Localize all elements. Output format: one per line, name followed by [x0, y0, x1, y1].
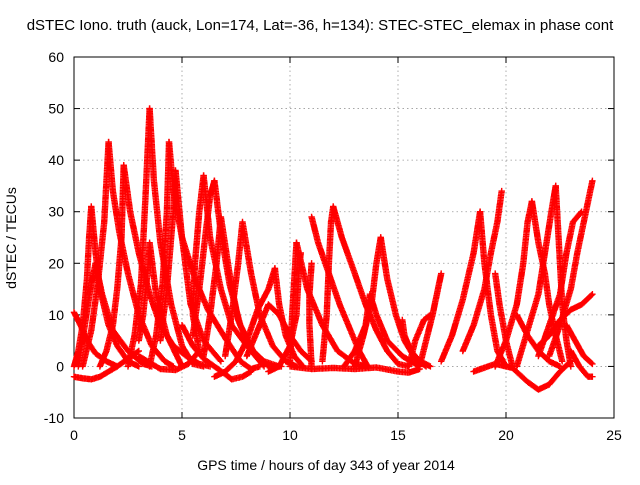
series-6: [79, 138, 112, 370]
series-46: [492, 198, 536, 370]
series-marker-path: [535, 291, 596, 349]
series-32: [319, 203, 337, 365]
series-19: [189, 177, 218, 339]
series-marker-path: [319, 203, 337, 365]
y-tick-label: -10: [44, 410, 64, 426]
series-marker-path: [286, 363, 423, 376]
series-marker-path: [567, 347, 596, 380]
x-tick-label: 5: [178, 427, 186, 443]
series-marker-path: [513, 182, 559, 370]
series-marker-path: [135, 347, 203, 374]
tick-labels: 0 5 10 15 20 25 -10 0 10 20 30 40 50 60: [44, 49, 622, 443]
series-marker-path: [492, 198, 536, 370]
y-tick-label: 50: [48, 101, 64, 117]
series-marker-path: [211, 265, 279, 380]
series-8: [96, 162, 127, 370]
y-tick-label: 10: [48, 307, 64, 323]
x-tick-label: 20: [498, 427, 514, 443]
series-41: [438, 208, 484, 365]
x-axis-label: GPS time / hours of day 343 of year 2014: [197, 457, 455, 473]
series-43: [459, 187, 505, 355]
series-33: [330, 203, 412, 370]
y-tick-label: 60: [48, 49, 64, 65]
x-tick-label: 0: [70, 427, 78, 443]
x-tick-label: 10: [282, 427, 298, 443]
series-55: [567, 347, 596, 380]
series-marker-path: [330, 203, 412, 370]
series-53: [513, 311, 564, 370]
series-marker-path: [189, 177, 218, 339]
y-tick-label: 30: [48, 204, 64, 220]
series-48: [513, 182, 559, 370]
series-marker-path: [405, 311, 434, 370]
series-marker-path: [459, 187, 505, 355]
data-points: [70, 105, 596, 393]
series-marker-path: [513, 311, 564, 370]
y-tick-label: 0: [56, 358, 64, 374]
axes: [73, 56, 615, 419]
series-marker-path: [79, 138, 112, 370]
series-52: [535, 291, 596, 349]
chart-title: dSTEC Iono. truth (auck, Lon=174, Lat=-3…: [27, 17, 614, 34]
plot-frame: [73, 56, 615, 419]
series-marker-path: [563, 322, 596, 368]
series-marker-path: [438, 208, 484, 365]
y-axis-label: dSTEC / TECUs: [3, 187, 19, 289]
y-tick-label: 40: [48, 152, 64, 168]
series-40: [405, 311, 434, 370]
series-16: [135, 347, 203, 374]
series-marker-path: [96, 162, 127, 370]
series-15: [157, 167, 225, 365]
series-37: [286, 363, 423, 376]
x-tick-label: 25: [606, 427, 622, 443]
x-tick-label: 15: [390, 427, 406, 443]
series-24: [211, 265, 279, 380]
series-39: [416, 270, 445, 370]
y-tick-label: 20: [48, 255, 64, 271]
series-54: [563, 322, 596, 368]
series-marker-path: [416, 270, 445, 370]
series-marker-path: [157, 167, 225, 365]
